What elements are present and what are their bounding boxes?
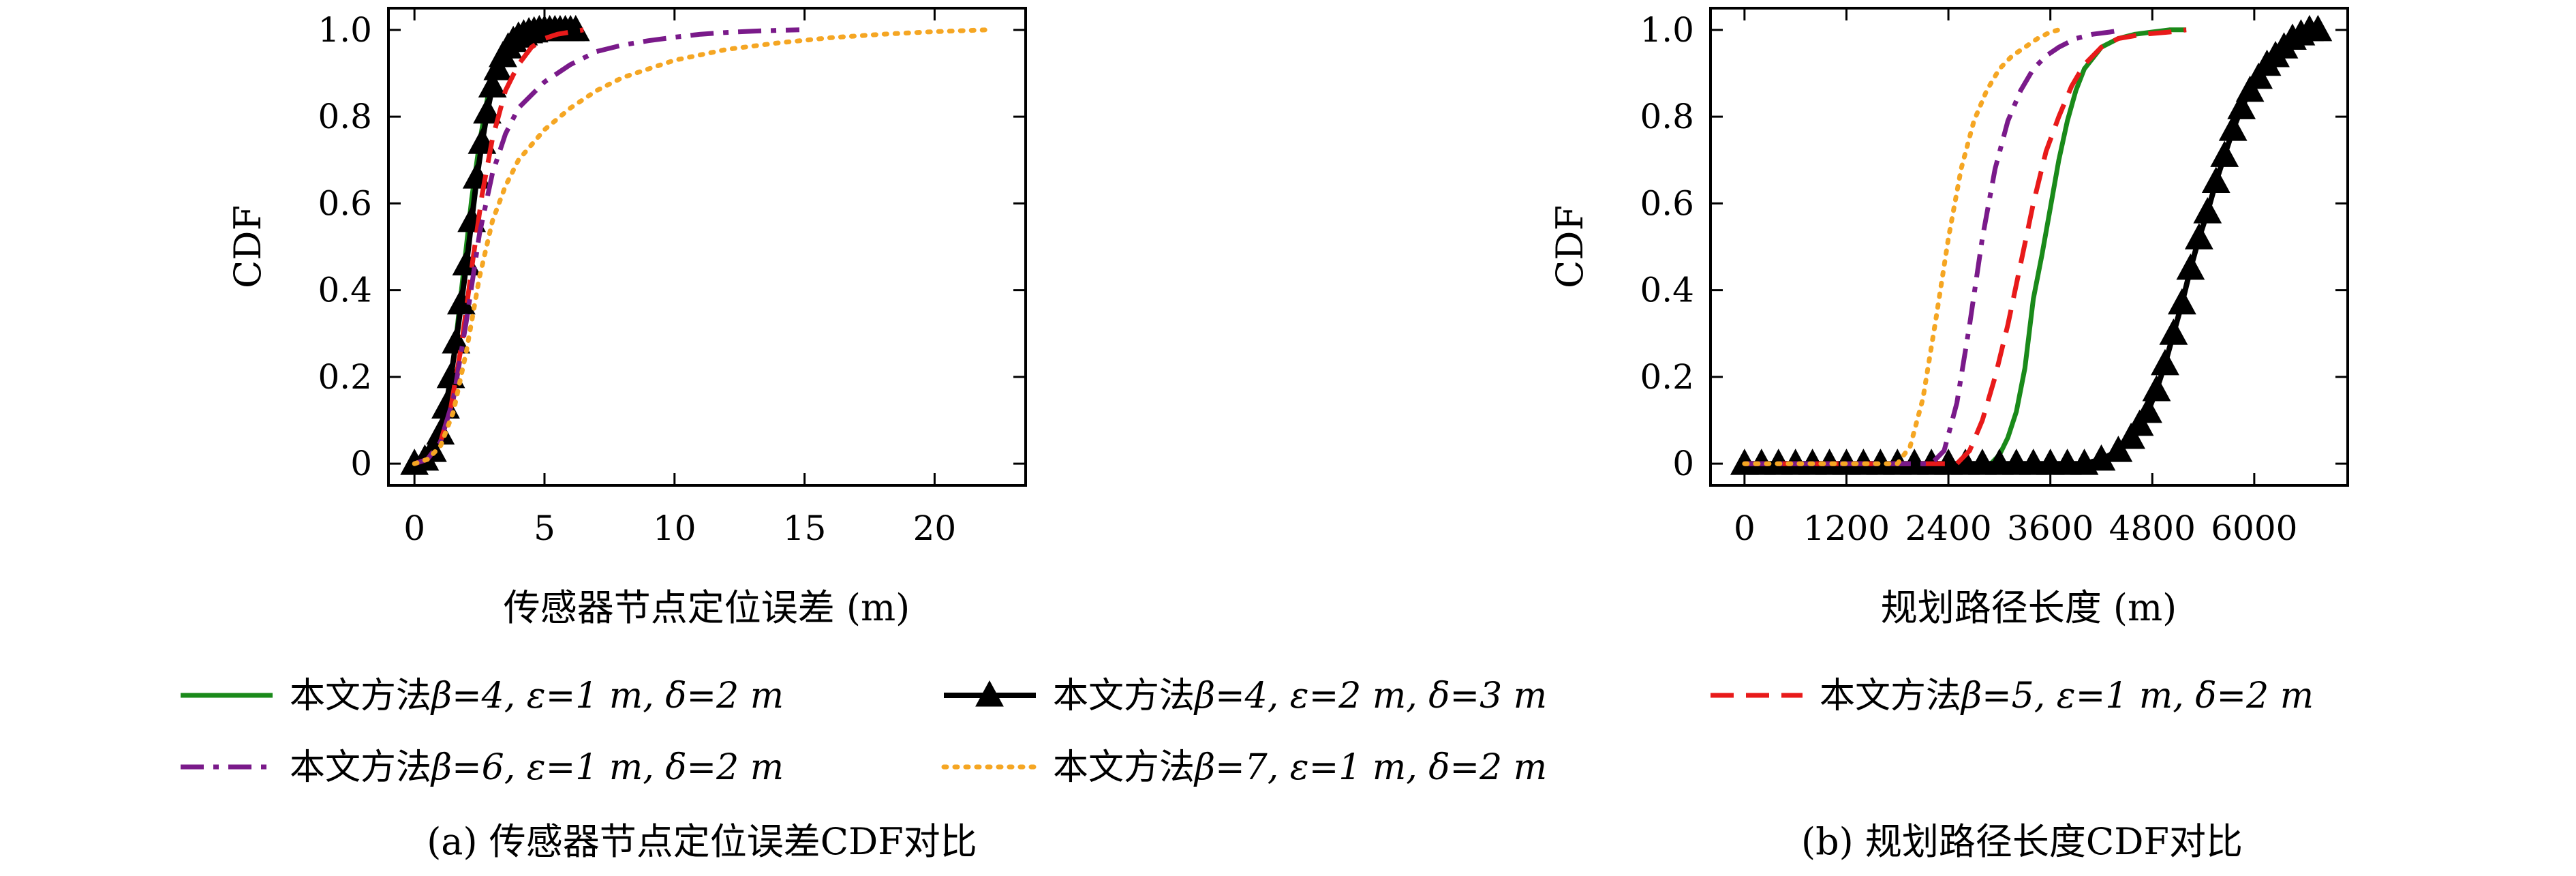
y-tick-label-a: 1.0: [318, 10, 372, 50]
plot-frame-a: [387, 7, 1027, 487]
legend-item-s4: 本文方法β=6, ε=1 m, δ=2 m: [181, 747, 784, 788]
legend-item-s3: 本文方法β=5, ε=1 m, δ=2 m: [1711, 676, 2314, 716]
caption-b: (b) 规划路径长度CDF对比: [1801, 820, 2243, 863]
series-line-s3-b: [1744, 27, 2187, 466]
x-tick-label-a: 5: [534, 509, 555, 548]
legend-label-params: β=4, ε=1 m, δ=2 m: [430, 676, 784, 716]
series-group-b: [1730, 14, 2333, 475]
series-marker-s2-b: [2201, 166, 2230, 194]
legend-item-s1: 本文方法β=4, ε=1 m, δ=2 m: [181, 676, 784, 716]
series-marker-s2-a: [426, 418, 455, 445]
x-tick-label-b: 6000: [2211, 509, 2297, 548]
legend-marker-s2: [975, 680, 1004, 707]
y-tick-label-b: 0.4: [1640, 271, 1694, 310]
y-tick-label-b: 0.2: [1640, 357, 1694, 397]
series-line-s3-a: [414, 27, 584, 466]
y-tick-label-a: 0.4: [318, 271, 372, 310]
series-marker-s2-b: [2134, 396, 2162, 423]
legend-label-prefix: 本文方法: [290, 747, 431, 788]
series-marker-s2-a: [473, 97, 502, 124]
legend-label-prefix: 本文方法: [1820, 676, 1961, 716]
legend-label-s2: 本文方法β=4, ε=2 m, δ=3 m: [1053, 676, 1547, 716]
series-line-s1-b: [1744, 27, 2187, 466]
x-tick-label-b: 0: [1734, 509, 1755, 548]
x-tick-label-b: 4800: [2109, 509, 2196, 548]
legend-label-params: β=5, ε=1 m, δ=2 m: [1960, 676, 2314, 716]
series-line-s5-b: [1742, 27, 2061, 466]
y-tick-label-b: 0.6: [1640, 183, 1694, 223]
x-tick-label-a: 10: [653, 509, 696, 548]
y-tick-label-a: 0.2: [318, 357, 372, 397]
series-marker-s2-b: [2176, 253, 2205, 280]
series-marker-s2-b: [2142, 375, 2171, 402]
x-tick-label-a: 15: [783, 509, 827, 548]
series-marker-s2-b: [2184, 223, 2213, 250]
legend-label-s5: 本文方法β=7, ε=1 m, δ=2 m: [1053, 747, 1547, 788]
ticks-group-b: 0 0.2 0.4 0.6 0.8 1.0 0 1200 2400 3600 4800 6000: [1640, 8, 2348, 548]
x-axis-label-b: 规划路径长度 (m): [1881, 586, 2177, 629]
legend-item-s5: 本文方法β=7, ε=1 m, δ=2 m: [941, 747, 1547, 788]
series-marker-s2-b: [2210, 140, 2239, 167]
series-marker-s2-b: [2303, 14, 2333, 42]
legend-label-prefix: 本文方法: [1053, 676, 1195, 716]
y-tick-label-b: 0: [1672, 444, 1694, 483]
y-tick-label-b: 1.0: [1640, 10, 1694, 50]
series-group-a: [400, 14, 990, 475]
series-marker-s2-b: [2151, 348, 2179, 376]
y-tick-label-a: 0.8: [318, 97, 372, 136]
panel-a: 0 0.2 0.4 0.6 0.8 1.0 0 5 10 15 20 传感器节点定位误差 (m) C…: [226, 7, 1027, 863]
series-marker-s2-b: [2193, 197, 2222, 224]
x-axis-label-a: 传感器节点定位误差 (m): [504, 586, 910, 629]
legend-label-params: β=6, ε=1 m, δ=2 m: [430, 747, 784, 788]
legend-label-s3: 本文方法β=5, ε=1 m, δ=2 m: [1820, 676, 2314, 716]
legend-label-params: β=7, ε=1 m, δ=2 m: [1193, 747, 1547, 788]
legend: 本文方法β=4, ε=1 m, δ=2 m 本文方法β=4, ε=2 m, δ=3…: [181, 676, 2314, 788]
legend-label-params: β=4, ε=2 m, δ=3 m: [1193, 676, 1547, 716]
legend-label-s1: 本文方法β=4, ε=1 m, δ=2 m: [290, 676, 784, 716]
plot-frame-b: [1709, 7, 2349, 487]
y-axis-label-a: CDF: [226, 205, 269, 288]
legend-item-s2: 本文方法β=4, ε=2 m, δ=3 m: [944, 676, 1547, 716]
caption-a: (a) 传感器节点定位误差CDF对比: [427, 820, 977, 863]
series-marker-s2-b: [2159, 318, 2188, 345]
x-tick-label-b: 1200: [1803, 509, 1890, 548]
y-tick-label-a: 0: [350, 444, 372, 483]
series-marker-s2-b: [2168, 288, 2196, 315]
y-tick-label-a: 0.6: [318, 183, 372, 223]
series-marker-s2-a: [478, 71, 507, 98]
ticks-group-a: 0 0.2 0.4 0.6 0.8 1.0 0 5 10 15 20: [318, 8, 1026, 548]
series-marker-s2-b: [2218, 115, 2248, 141]
legend-label-prefix: 本文方法: [1053, 747, 1195, 788]
y-axis-label-b: CDF: [1548, 205, 1591, 288]
panel-b: 0 0.2 0.4 0.6 0.8 1.0 0 1200 2400 3600 4800 6000 规划…: [1548, 7, 2349, 863]
series-line-s4-b: [1744, 27, 2123, 466]
series-line-s4-a: [414, 27, 800, 466]
series-line-s2-b: [1744, 27, 2318, 467]
legend-label-prefix: 本文方法: [290, 676, 431, 716]
y-tick-label-b: 0.8: [1640, 97, 1694, 136]
legend-label-s4: 本文方法β=6, ε=1 m, δ=2 m: [290, 747, 784, 788]
series-marker-s2-a: [446, 288, 476, 315]
x-tick-label-b: 2400: [1905, 509, 1991, 548]
x-tick-label-b: 3600: [2007, 509, 2094, 548]
series-marker-s2-b: [2227, 93, 2256, 119]
x-tick-label-a: 0: [403, 509, 425, 548]
x-tick-label-a: 20: [913, 509, 957, 548]
series-marker-s2-a: [418, 436, 447, 462]
series-line-s5-a: [412, 27, 990, 466]
series-marker-s2-a: [561, 14, 590, 42]
series-marker-s2-b: [2087, 444, 2116, 471]
